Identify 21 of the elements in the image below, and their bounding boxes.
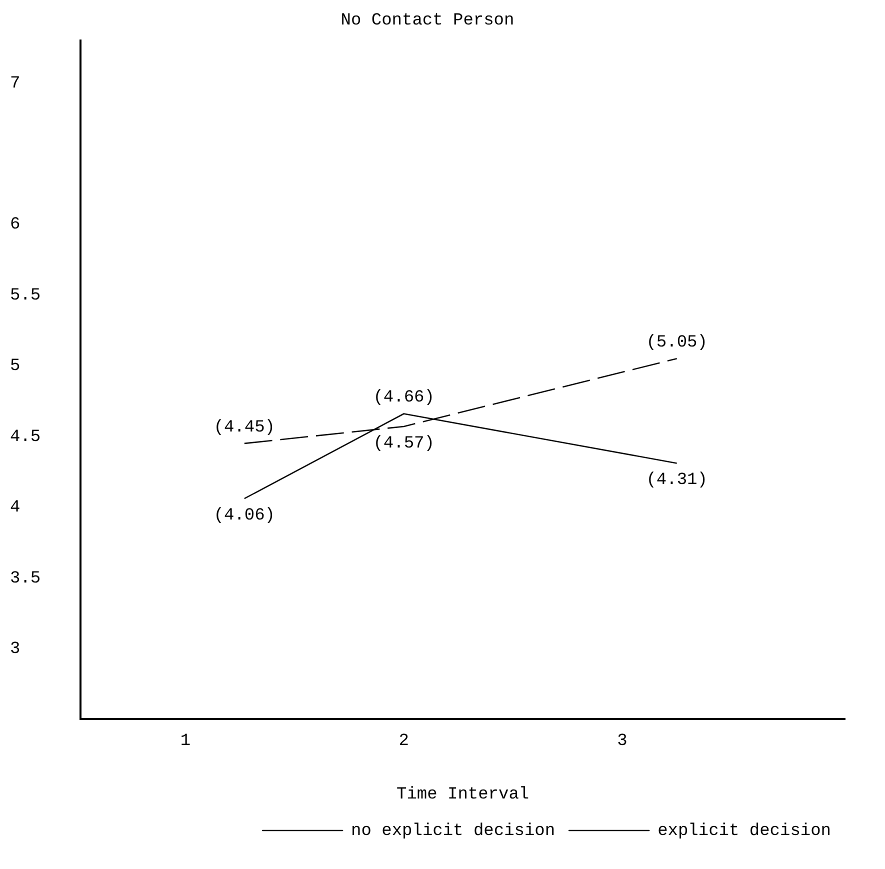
- y-tick-label: 5: [10, 357, 20, 376]
- data-label: (4.45): [214, 418, 276, 438]
- data-label: (4.66): [373, 388, 434, 408]
- data-label: (4.31): [646, 471, 708, 490]
- y-tick-label: 6: [10, 216, 20, 235]
- data-label: (4.06): [214, 506, 276, 526]
- y-tick-label: 7: [10, 74, 20, 94]
- data-label: (4.57): [373, 434, 434, 454]
- y-tick-label: 3: [10, 640, 20, 659]
- x-tick-label: 2: [398, 732, 409, 751]
- legend-label: no explicit decision: [351, 822, 556, 841]
- data-label: (5.05): [646, 334, 708, 353]
- chart-title: No Contact Person: [340, 12, 514, 31]
- x-tick-label: 1: [180, 732, 191, 751]
- y-tick-label: 5.5: [10, 286, 41, 306]
- y-tick-label: 3.5: [10, 569, 41, 588]
- y-tick-label: 4: [10, 498, 20, 518]
- x-axis-title: Time Interval: [396, 785, 530, 804]
- x-tick-label: 3: [617, 732, 628, 751]
- y-tick-label: 4.5: [10, 428, 41, 447]
- legend-label: explicit decision: [658, 822, 832, 841]
